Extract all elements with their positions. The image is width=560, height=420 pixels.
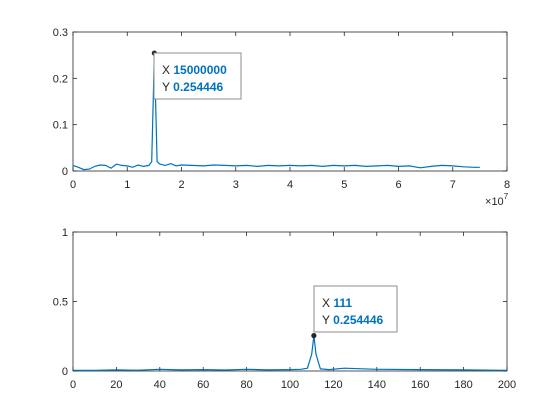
y-tick-label: 0.1	[53, 120, 68, 132]
x-tick-label: 60	[197, 379, 209, 391]
axes-bottom-series	[72, 333, 508, 372]
y-tick-label: 0.5	[53, 297, 68, 309]
axes-top[interactable]: 0 1 2 3 4 5 6 7 8 0 0.1 0.2 0.3 ×107 X 15000000 Y 0.…	[53, 27, 510, 208]
x-tick-label: 0	[70, 379, 76, 391]
datatip-top[interactable]: X 15000000 Y 0.254446	[153, 52, 242, 100]
x-tick-label: 2	[178, 179, 184, 191]
x-exponent-multiplier: ×107	[485, 192, 509, 208]
x-tick-label: 5	[341, 179, 347, 191]
y-tick-label: 0	[62, 166, 68, 178]
y-tick-label: 1	[62, 227, 68, 239]
axes-top-ticks	[72, 31, 508, 172]
axes-top-tick-labels: 0 1 2 3 4 5 6 7 8 0 0.1 0.2 0.3	[53, 27, 510, 191]
x-tick-label: 8	[504, 179, 510, 191]
x-tick-label: 80	[240, 379, 252, 391]
x-tick-label: 200	[498, 379, 516, 391]
y-tick-label: 0.3	[53, 27, 68, 39]
x-tick-label: 6	[395, 179, 401, 191]
x-tick-label: 100	[281, 379, 299, 391]
datatip-top-y-row: Y 0.254446	[162, 80, 224, 94]
x-tick-label: 40	[154, 379, 166, 391]
axes-bottom-tick-labels: 0 20 40 60 80 100 120 140 160 180 200 0 0.5 1	[53, 227, 516, 391]
x-tick-label: 140	[368, 379, 386, 391]
series-line	[72, 53, 480, 171]
datatip-top-box	[153, 52, 242, 100]
datatip-marker[interactable]	[311, 333, 317, 339]
axes-bottom-ticks	[72, 231, 508, 372]
y-tick-label: 0	[62, 366, 68, 378]
x-tick-label: 0	[70, 179, 76, 191]
x-tick-label: 20	[110, 379, 122, 391]
datatip-bottom[interactable]: X 111 Y 0.254446	[313, 285, 398, 333]
x-tick-label: 180	[454, 379, 472, 391]
x-tick-label: 3	[233, 179, 239, 191]
x-tick-label: 4	[287, 179, 293, 191]
x-tick-label: 160	[411, 379, 429, 391]
y-tick-label: 0.2	[53, 73, 68, 85]
axes-bottom-box	[72, 231, 508, 372]
datatip-bottom-box	[313, 285, 398, 333]
x-tick-label: 7	[450, 179, 456, 191]
x-tick-label: 120	[324, 379, 342, 391]
axes-top-box	[72, 31, 508, 172]
datatip-top-x-row: X 15000000	[162, 63, 227, 77]
datatip-bottom-y-row: Y 0.254446	[322, 313, 384, 327]
x-tick-label: 1	[124, 179, 130, 191]
datatip-bottom-x-row: X 111	[322, 296, 352, 310]
axes-bottom[interactable]: 0 20 40 60 80 100 120 140 160 180 200 0 0.5 1 X 111 Y…	[53, 227, 516, 391]
series-line	[72, 335, 508, 372]
